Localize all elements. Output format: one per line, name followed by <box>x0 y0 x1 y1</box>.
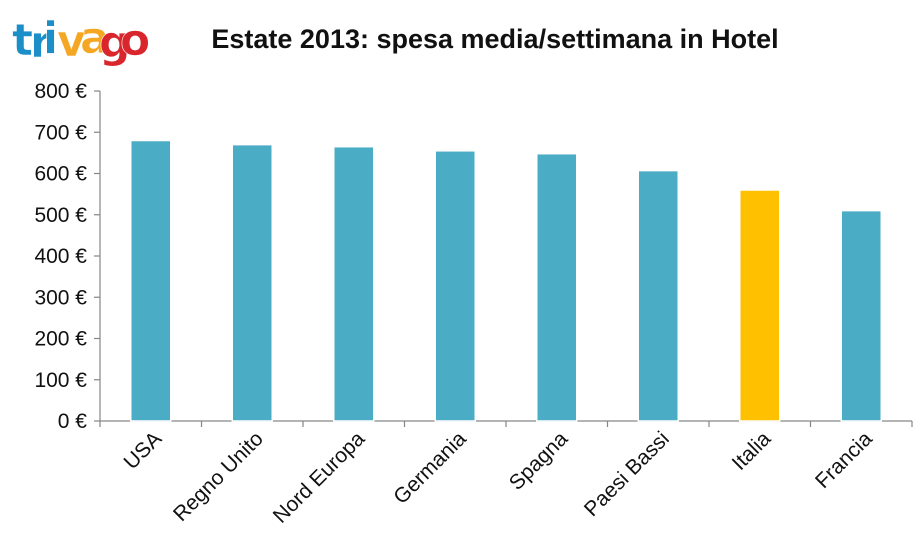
x-category-label: Nord Europa <box>269 427 370 528</box>
x-category-label: USA <box>119 427 166 474</box>
y-tick-label: 800 € <box>34 80 87 103</box>
x-category-label: Paesi Bassi <box>580 427 674 521</box>
logo-letter: i <box>43 13 58 64</box>
y-tick-label: 500 € <box>34 204 87 227</box>
axes <box>99 91 913 427</box>
chart-title: Estate 2013: spesa media/settimana in Ho… <box>211 24 778 54</box>
y-tick-label: 200 € <box>34 328 87 351</box>
y-axis-ticks: 0 € 100 € 200 € 300 € 400 € 500 € 600 € 700 € 80… <box>34 80 100 433</box>
x-category-label: Italia <box>728 427 776 475</box>
x-category-label: Spagna <box>505 427 573 495</box>
bar-usa <box>130 139 172 422</box>
logo-letter: a <box>80 13 110 64</box>
logo-letter: r <box>30 17 52 68</box>
x-category-label: Germania <box>389 427 471 509</box>
bar-paesi-bassi <box>637 169 679 422</box>
y-tick-label: 300 € <box>34 286 87 309</box>
x-category-label: Francia <box>811 427 877 493</box>
logo-letter: v <box>57 16 86 67</box>
bar-italia <box>739 189 781 422</box>
bar-germania <box>434 150 476 422</box>
bar-spagna <box>536 152 578 422</box>
y-tick-label: 400 € <box>34 245 87 268</box>
y-tick-label: 100 € <box>34 369 87 392</box>
y-tick-label: 0 € <box>58 410 88 433</box>
logo-letter: t <box>12 15 33 66</box>
x-axis-labels: USA Regno Unito Nord Europa Germania Spagna P… <box>119 427 877 528</box>
bar-regno-unito <box>231 143 273 422</box>
logo-letter: o <box>120 15 150 66</box>
logo-letter: g <box>99 17 131 68</box>
bar-francia <box>840 209 882 422</box>
bars <box>130 139 882 422</box>
y-tick-label: 600 € <box>34 163 87 186</box>
y-tick-label: 700 € <box>34 121 87 144</box>
bar-nord-europa <box>333 145 375 422</box>
x-category-label: Regno Unito <box>169 427 268 526</box>
